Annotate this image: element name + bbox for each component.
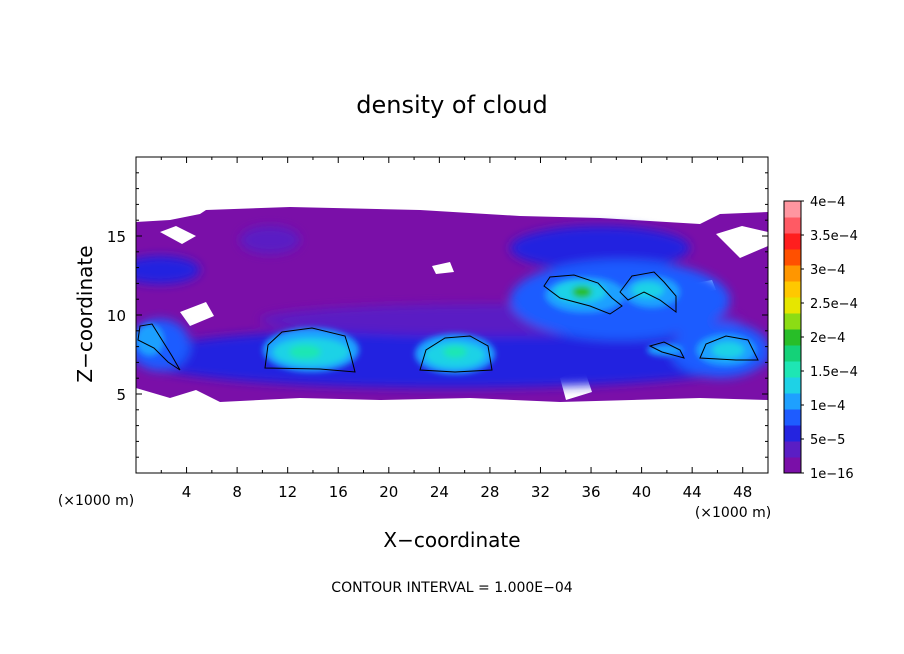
colorbar-swatch-8 xyxy=(784,329,801,346)
colorbar-swatch-13 xyxy=(784,249,801,266)
x-tick-label-7: 32 xyxy=(531,483,550,501)
core-1-peak xyxy=(289,345,321,359)
x-tick-label-0: 4 xyxy=(182,483,192,501)
contour-lines xyxy=(137,271,759,373)
contour-interval-note: CONTOUR INTERVAL = 1.000E−04 xyxy=(331,580,572,596)
colorbar-label-5: 2.5e−4 xyxy=(810,297,858,312)
x-tick-label-3: 16 xyxy=(329,483,348,501)
colorbar-swatch-5 xyxy=(784,377,801,394)
x-tick-label-8: 36 xyxy=(581,483,600,501)
gap-mid-top xyxy=(432,262,454,274)
chart-title: density of cloud xyxy=(356,91,547,119)
colorbar-label-4: 2e−4 xyxy=(810,331,845,346)
colorbar-swatch-0 xyxy=(784,457,801,474)
y-tick-label-1: 10 xyxy=(107,307,126,325)
colorbar-label-2: 1e−4 xyxy=(810,399,845,414)
colorbar-label-7: 3.5e−4 xyxy=(810,229,858,244)
colorbar-label-0: 1e−16 xyxy=(810,467,854,482)
colorbar-swatch-6 xyxy=(784,361,801,378)
blue-upper-mid xyxy=(240,226,300,254)
density-field xyxy=(136,207,768,402)
gap-left-top xyxy=(160,226,196,244)
contour-core-3 xyxy=(543,274,623,315)
colorbar-swatch-11 xyxy=(784,281,801,298)
colorbar: 1e−16 5e−5 1e−4 1.5e−4 2e−4 2.5e−4 3e−4 3.5e−4 4… xyxy=(783,195,858,482)
colorbar-swatch-10 xyxy=(784,297,801,314)
x-tick-label-11: 48 xyxy=(733,483,752,501)
gap-right-top xyxy=(716,226,768,258)
core-2-peak xyxy=(443,346,467,358)
x-tick-label-6: 28 xyxy=(480,483,499,501)
colorbar-swatch-12 xyxy=(784,265,801,282)
contour-core-7 xyxy=(648,341,685,359)
colorbar-label-6: 3e−4 xyxy=(810,263,845,278)
contour-core-5 xyxy=(699,335,759,361)
colorbar-swatch-15 xyxy=(784,217,801,234)
blue-upper-right-arch xyxy=(510,226,690,270)
colorbar-swatch-4 xyxy=(784,393,801,410)
colorbar-label-3: 1.5e−4 xyxy=(810,365,858,380)
colorbar-swatch-9 xyxy=(784,313,801,330)
x-unit-left: (×1000 m) xyxy=(58,493,134,509)
colorbar-label-8: 4e−4 xyxy=(810,195,845,210)
y-tick-label-0: 5 xyxy=(116,386,126,404)
core-5-inner xyxy=(712,342,744,358)
blue-upper-left xyxy=(136,256,200,284)
colorbar-label-1: 5e−5 xyxy=(810,433,845,448)
x-tick-label-2: 12 xyxy=(278,483,297,501)
gap-left-mid xyxy=(180,302,214,326)
colorbar-swatch-14 xyxy=(784,233,801,250)
x-tick-label-4: 20 xyxy=(379,483,398,501)
colorbar-swatch-7 xyxy=(784,345,801,362)
core-6-outer xyxy=(136,324,164,356)
x-tick-label-9: 40 xyxy=(632,483,651,501)
colorbar-swatch-16 xyxy=(784,201,801,218)
contour-core-6 xyxy=(137,323,181,371)
x-tick-label-1: 8 xyxy=(232,483,242,501)
x-unit-right: (×1000 m) xyxy=(695,505,771,521)
colorbar-swatch-1 xyxy=(784,441,801,458)
contour-core-4 xyxy=(619,271,677,313)
colorbar-swatch-2 xyxy=(784,425,801,442)
core-3-peak xyxy=(572,286,592,298)
x-tick-label-5: 24 xyxy=(430,483,449,501)
x-axis-label: X−coordinate xyxy=(383,528,520,552)
colorbar-swatch-3 xyxy=(784,409,801,426)
x-tick-label-10: 44 xyxy=(683,483,702,501)
y-axis-label: Z−coordinate xyxy=(73,245,97,382)
contour-core-1 xyxy=(264,327,356,373)
contour-core-2 xyxy=(419,335,493,373)
y-tick-label-2: 15 xyxy=(107,228,126,246)
